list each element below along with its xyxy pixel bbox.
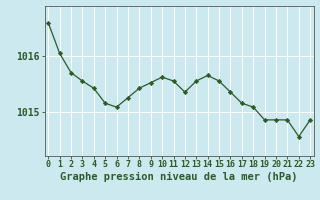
- X-axis label: Graphe pression niveau de la mer (hPa): Graphe pression niveau de la mer (hPa): [60, 172, 298, 182]
